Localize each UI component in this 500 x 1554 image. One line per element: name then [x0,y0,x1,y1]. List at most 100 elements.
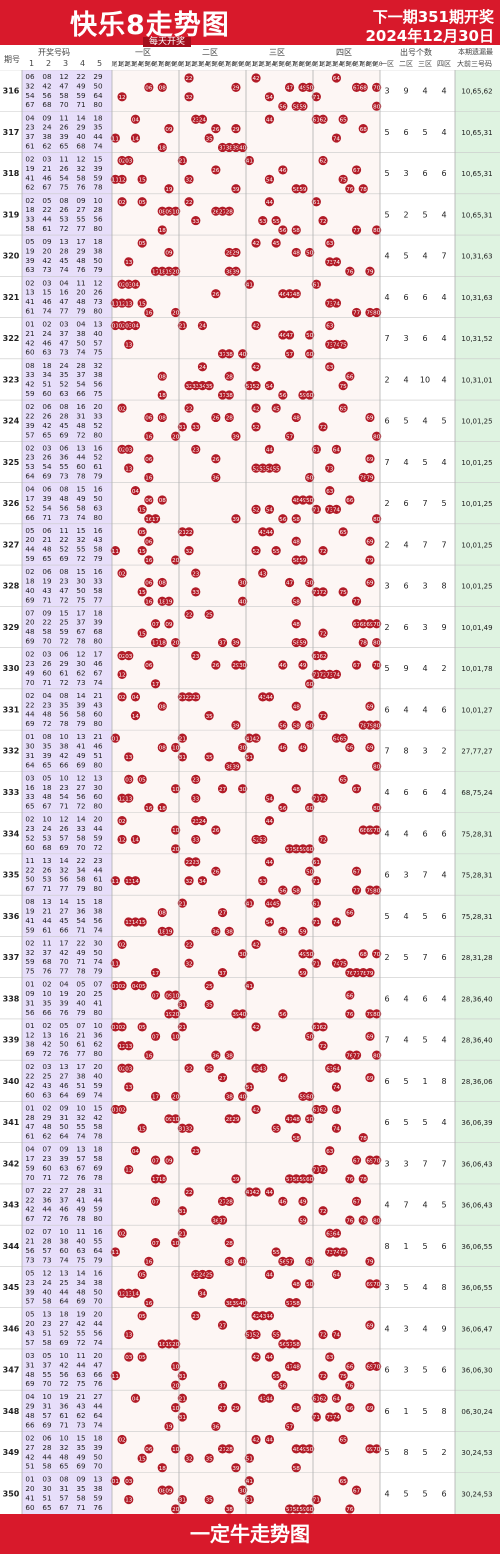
ball-label: 15 [139,1456,147,1462]
zone-count: 6 [403,788,408,797]
ball-label: 42 [252,324,259,330]
ball-label: 17 [152,1095,160,1101]
zone-count: 4 [403,375,408,384]
winning-number: 18 [93,1145,103,1154]
ball-label: 41 [246,901,254,907]
number-ball [184,73,194,83]
ball-label: 72 [319,1333,326,1339]
winning-number: 63 [93,503,102,512]
winning-number: 05 [25,1268,34,1277]
ball-label: 42 [252,406,259,412]
number-ball [211,660,221,670]
winning-number: 75 [59,183,68,192]
number-ball [117,444,127,454]
number-ball [211,206,221,216]
ball-label: 73 [326,260,334,266]
winning-number: 71 [59,802,68,811]
ball-label: 01 [112,736,120,742]
ball-label: 63 [326,489,334,495]
ball-label: 55 [273,1250,281,1256]
winning-number: 56 [59,710,69,719]
number-ball [291,412,301,423]
ball-label: 60 [306,723,314,729]
number-ball [331,669,342,680]
ball-label: 64 [333,1066,341,1072]
ball-label: 23 [192,117,200,123]
winning-number: 43 [25,1329,34,1338]
number-ball [358,124,368,134]
ball-label: 58 [293,641,301,647]
winning-number: 04 [25,1392,35,1401]
winning-number: 75 [76,595,85,604]
zone-count: 5 [422,1242,427,1251]
number-ball [137,527,147,537]
footer-brand: 一定牛走势图 [0,1514,500,1554]
ball-label: 42 [252,736,259,742]
ball-label: 50 [306,1447,314,1453]
winning-number: 11 [59,526,68,535]
ball-label: 61 [313,200,321,206]
winning-number: 65 [42,1503,51,1512]
number-ball [157,390,167,400]
number-ball [318,628,328,638]
ball-label: 44 [266,448,274,454]
ball-label: 74 [333,1333,341,1339]
winning-number: 01 [25,1475,34,1484]
number-ball [231,514,241,524]
winning-number: 77 [76,224,85,233]
ball-label: 45 [273,241,281,247]
ball-label: 56 [279,723,287,729]
zone-count: 8 [441,1077,446,1086]
ball-label: 18 [159,641,167,647]
ball-label: 22 [185,76,192,82]
winning-number: 64 [93,91,103,100]
period-label: 343 [3,1201,20,1210]
ball-label: 74 [333,301,341,307]
number-ball [238,142,248,153]
winning-number: 70 [76,843,86,852]
winning-number: 59 [93,1494,103,1503]
winning-number: 48 [42,1122,52,1131]
winning-number: 50 [93,948,103,957]
winning-number: 13 [76,732,85,741]
zone-count: 5 [384,1448,389,1457]
winning-number: 44 [93,132,103,141]
number-ball [157,371,167,381]
winning-number: 21 [42,164,51,173]
winning-number: 26 [42,453,52,462]
number-ball [177,422,187,432]
zone-count: 7 [384,458,389,467]
ball-label: 35 [206,1456,214,1462]
ball-label: 19 [165,599,173,605]
winning-number: 28 [76,361,86,370]
winning-number: 44 [93,824,103,833]
number-ball [298,637,308,648]
winning-number: 48 [25,1370,35,1379]
ball-label: 80 [373,311,381,317]
winning-number: 56 [59,1370,69,1379]
winning-number: 59 [25,554,35,563]
ball-label: 58 [293,104,301,110]
ball-label: 65 [340,530,348,536]
number-ball [191,692,201,702]
number-ball [351,660,362,670]
ball-label: 13 [125,343,133,349]
zone-count: 6 [441,953,446,962]
number-ball [224,349,234,359]
winning-number: 30 [93,783,103,792]
winning-number: 04 [59,980,69,989]
number-ball [291,720,301,730]
ball-label: 09 [165,251,173,257]
winning-number: 18 [93,237,103,246]
ball-label: 23 [192,448,200,454]
ball-label: 59 [299,558,307,564]
number-ball [338,381,348,391]
ball-label: 42 [252,1438,259,1444]
ball-label: 11 [112,961,120,967]
ball-label: 15 [139,301,147,307]
ball-label: 22 [185,943,192,949]
winning-number: 76 [59,1008,69,1017]
zone-count: 1 [403,1242,408,1251]
number-ball [191,651,201,661]
winning-number: 57 [59,1494,68,1503]
